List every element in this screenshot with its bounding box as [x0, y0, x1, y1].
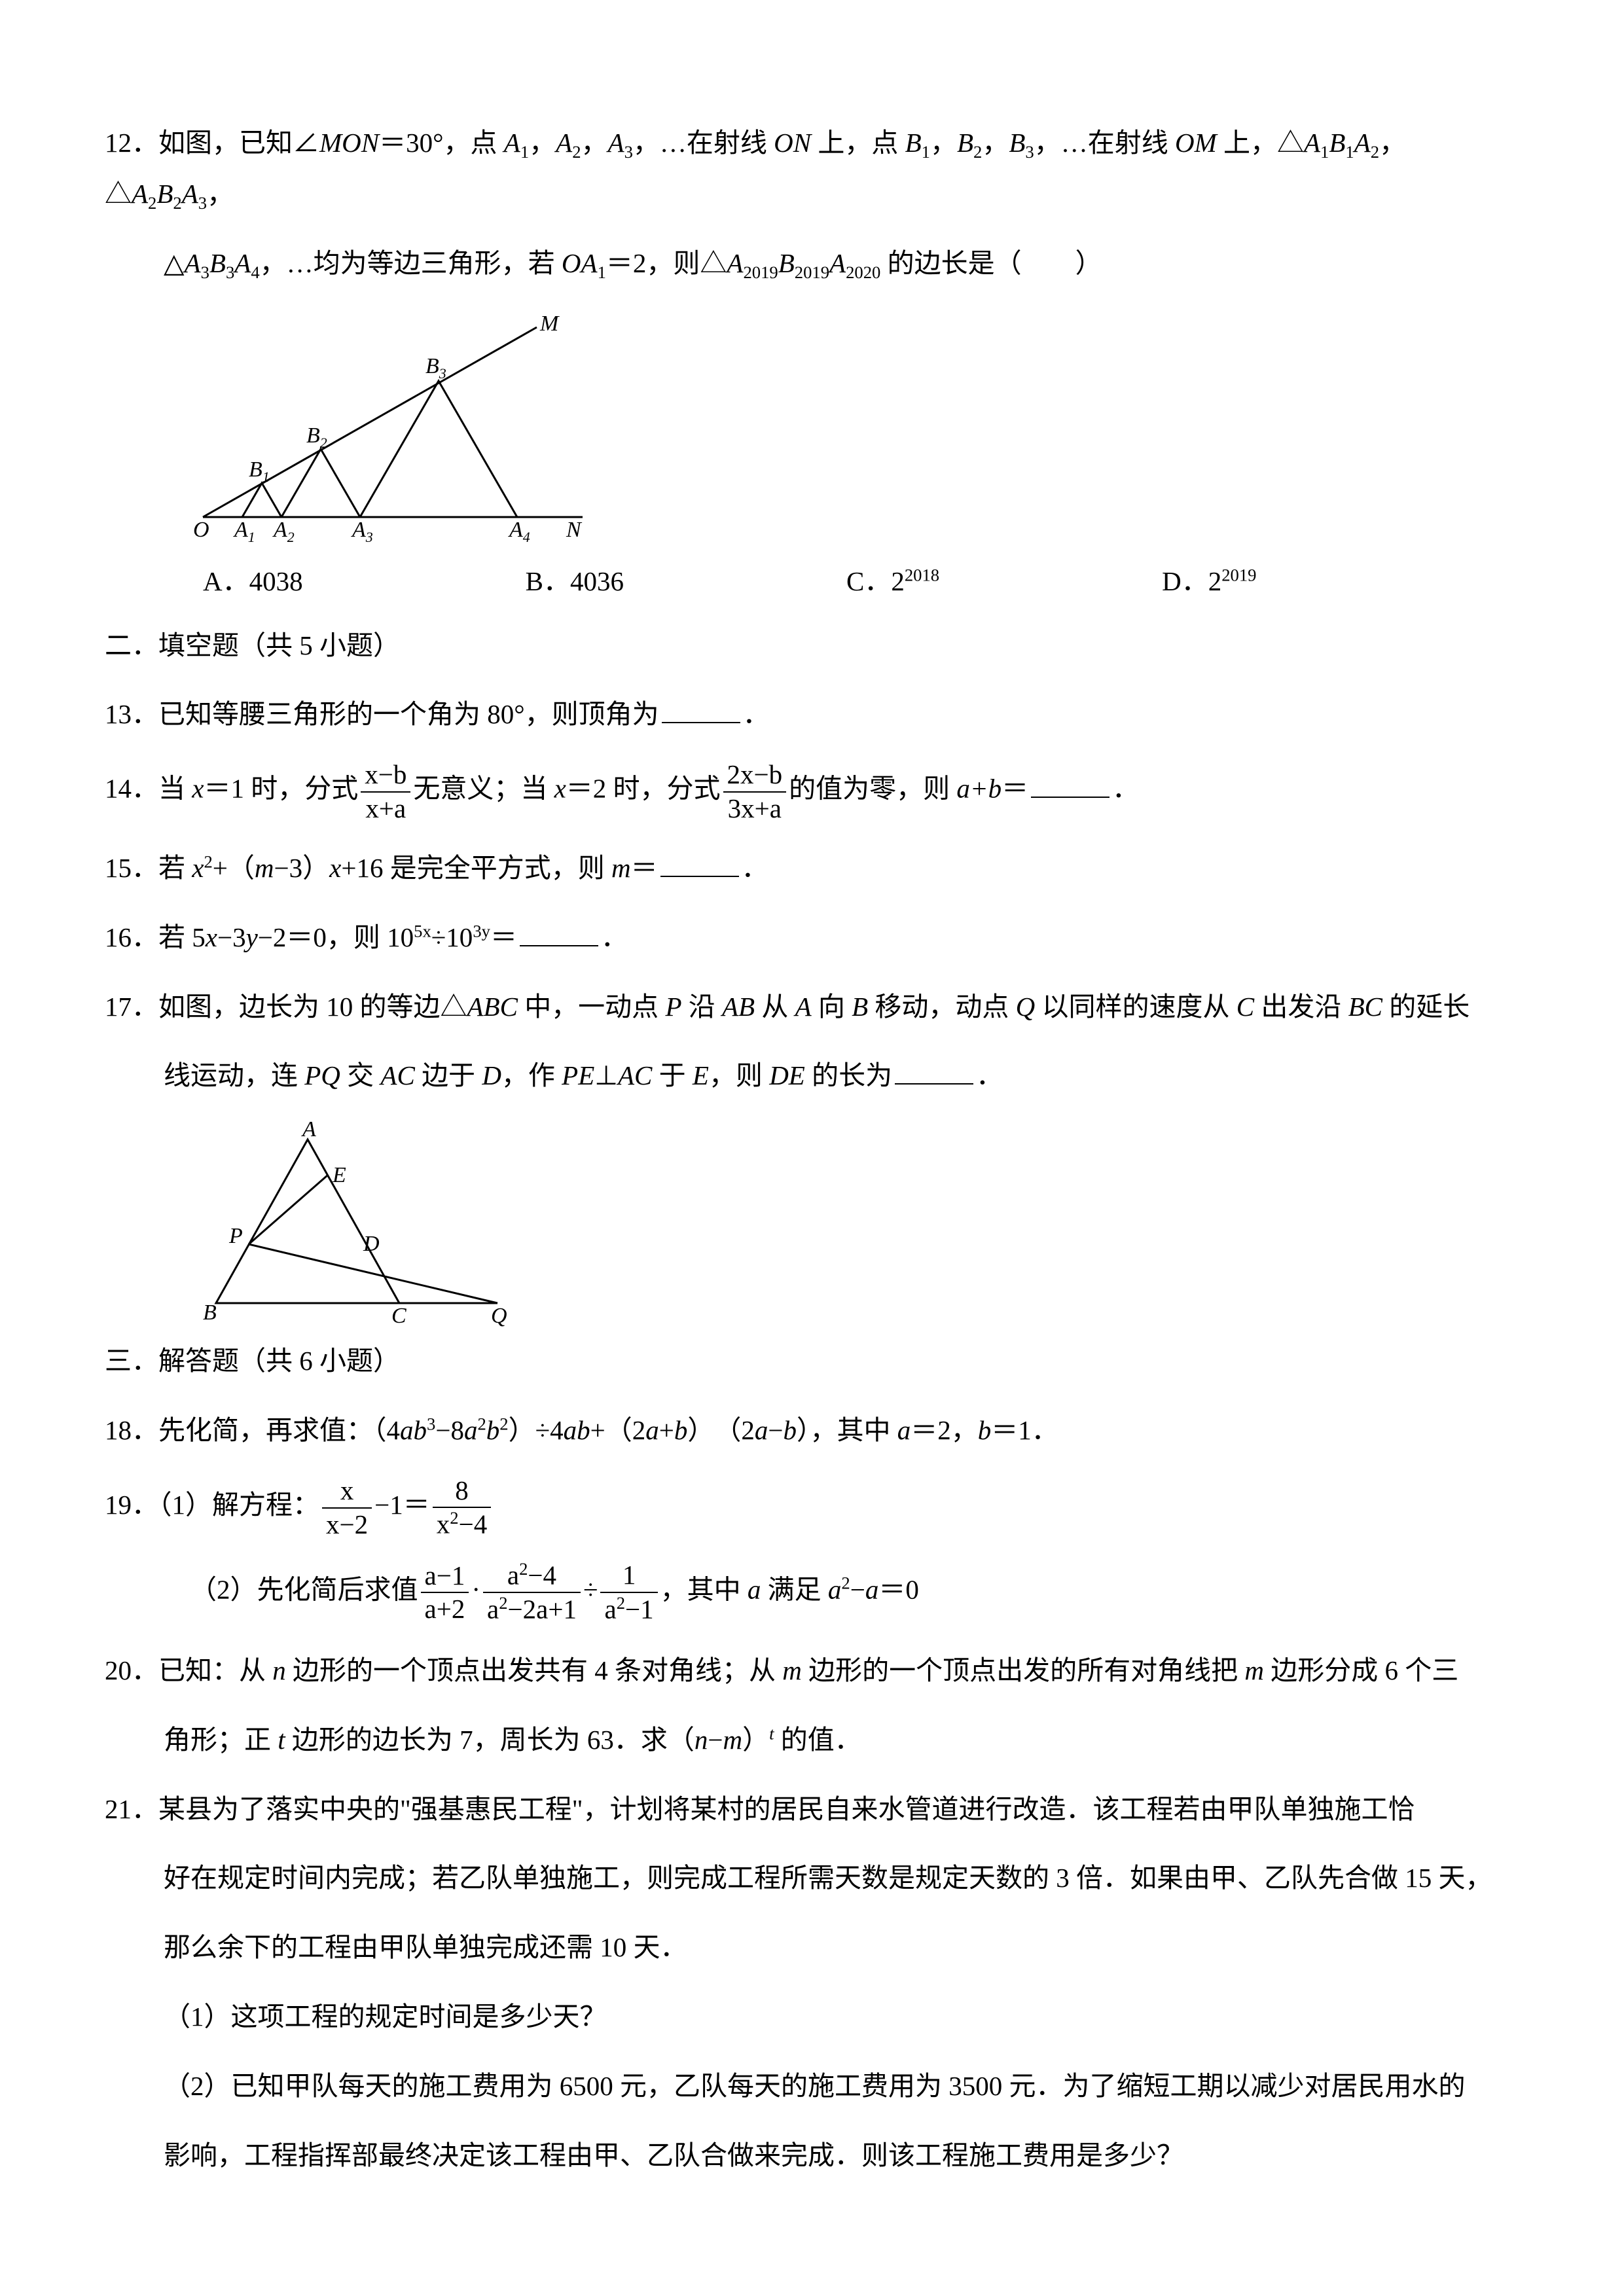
- blank: [660, 876, 739, 877]
- q12-choices: A．4038 B．4036 C．22018 D．22019: [105, 556, 1519, 607]
- blank: [520, 945, 598, 946]
- svg-text:B1: B1: [249, 457, 270, 485]
- q21-line1: 21．某县为了落实中央的"强基惠民工程"，计划将某村的居民自来水管道进行改造．该…: [105, 1784, 1519, 1835]
- q12-line1: 12．如图，已知∠MON＝30°，点 A1，A2，A3，…在射线 ON 上，点 …: [105, 118, 1519, 220]
- q17-line1: 17．如图，边长为 10 的等边△ABC 中，一动点 P 沿 AB 从 A 向 …: [105, 982, 1519, 1033]
- q13: 13．已知等腰三角形的一个角为 80°，则顶角为．: [105, 689, 1519, 740]
- q12-optC: C．22018: [846, 556, 939, 607]
- q12-optA: A．4038: [203, 556, 303, 607]
- q21-line2: 好在规定时间内完成；若乙队单独施工，则完成工程所需天数是规定天数的 3 倍．如果…: [105, 1853, 1519, 1904]
- q17-line2: 线运动，连 PQ 交 AC 边于 D，作 PE⊥AC 于 E，则 DE 的长为．: [105, 1050, 1519, 1102]
- q12-figure: O A1 A2 A3 A4 N B1 B2 B3 M: [190, 308, 1519, 543]
- q19-part1: 19．（1）解方程：xx−2−1＝8x2−4: [105, 1475, 1519, 1541]
- svg-text:Q: Q: [491, 1304, 507, 1328]
- blank: [662, 722, 740, 723]
- q12-num: 12．: [105, 128, 158, 158]
- svg-text:B3: B3: [425, 354, 446, 382]
- q21-p1: （1）这项工程的规定时间是多少天？: [105, 1992, 1519, 2043]
- svg-text:M: M: [539, 312, 560, 336]
- svg-text:A4: A4: [508, 518, 530, 543]
- section3-title: 三．解答题（共 6 小题）: [105, 1336, 1519, 1387]
- svg-text:E: E: [332, 1163, 346, 1187]
- svg-text:P: P: [228, 1224, 243, 1248]
- blank: [895, 1083, 973, 1085]
- svg-text:D: D: [363, 1232, 380, 1256]
- svg-text:C: C: [391, 1304, 406, 1328]
- q18: 18．先化简，再求值：（4ab3−8a2b2）÷4ab+（2a+b） （2a−b…: [105, 1405, 1519, 1456]
- q16: 16．若 5x−3y−2＝0，则 105x÷103y＝．: [105, 912, 1519, 963]
- svg-text:A1: A1: [233, 518, 255, 543]
- q12-line2: △A3B3A4，…均为等边三角形，若 OA1＝2，则△A2019B2019A20…: [105, 238, 1519, 289]
- q20-line2: 角形；正 t 边形的边长为 7，周长为 63．求（n−m）t 的值．: [105, 1715, 1519, 1766]
- q12-optB: B．4036: [526, 556, 624, 607]
- q14: 14．当 x＝1 时，分式x−bx+a无意义；当 x＝2 时，分式2x−b3x+…: [105, 759, 1519, 824]
- q15: 15．若 x2+（m−3）x+16 是完全平方式，则 m＝．: [105, 843, 1519, 894]
- svg-text:B: B: [203, 1300, 217, 1325]
- svg-text:A: A: [301, 1120, 316, 1141]
- q21-line3: 那么余下的工程由甲队单独完成还需 10 天．: [105, 1922, 1519, 1973]
- svg-text:O: O: [193, 518, 209, 542]
- svg-text:N: N: [566, 518, 583, 542]
- q17-figure: A B C Q P E D: [190, 1120, 1519, 1329]
- svg-text:A2: A2: [272, 518, 295, 543]
- q19-part2: （2）先化简后求值a−1a+2·a2−4a2−2a+1÷1a2−1，其中 a 满…: [105, 1559, 1519, 1626]
- blank: [1031, 797, 1110, 798]
- svg-text:B2: B2: [306, 423, 327, 451]
- q21-p2a: （2）已知甲队每天的施工费用为 6500 元，乙队每天的施工费用为 3500 元…: [105, 2061, 1519, 2112]
- q12-optD: D．22019: [1162, 556, 1256, 607]
- section2-title: 二．填空题（共 5 小题）: [105, 620, 1519, 672]
- q20-line1: 20．已知：从 n 边形的一个顶点出发共有 4 条对角线；从 m 边形的一个顶点…: [105, 1645, 1519, 1696]
- svg-text:A3: A3: [351, 518, 373, 543]
- q21-p2b: 影响，工程指挥部最终决定该工程由甲、乙队合做来完成．则该工程施工费用是多少？: [105, 2130, 1519, 2181]
